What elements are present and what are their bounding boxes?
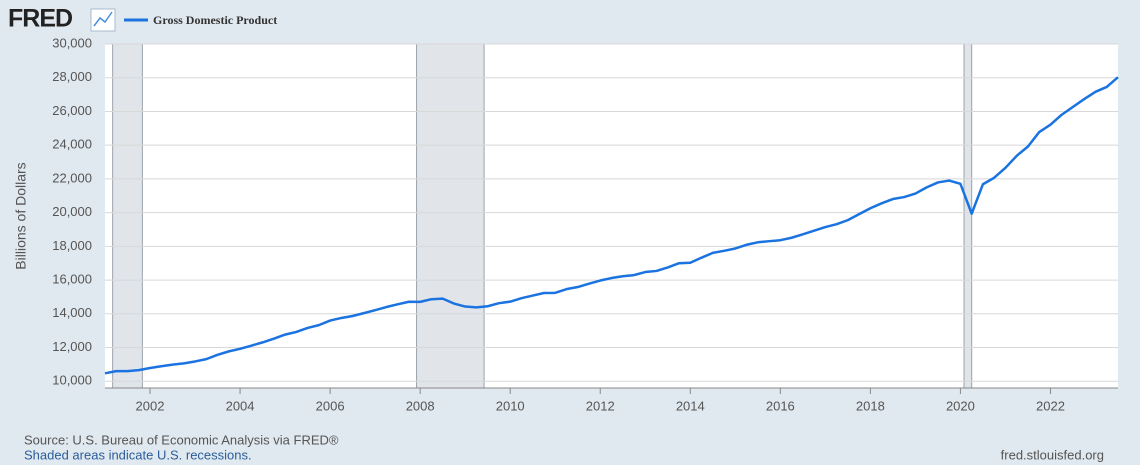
y-tick-label: 26,000 [52, 103, 92, 118]
y-tick-label: 20,000 [52, 204, 92, 219]
y-tick-label: 24,000 [52, 137, 92, 152]
recession-shade [416, 43, 485, 389]
source: Source: U.S. Bureau of Economic Analysis… [24, 432, 339, 447]
x-tick-label: 2014 [676, 398, 705, 413]
y-tick-label: 10,000 [52, 373, 92, 388]
x-tick-label: 2012 [586, 398, 615, 413]
site: fred.stlouisfed.org [1001, 447, 1104, 462]
x-tick-label: 2020 [946, 398, 975, 413]
x-tick-label: 2002 [136, 398, 165, 413]
y-tick-label: 30,000 [52, 35, 92, 50]
y-tick-label: 28,000 [52, 69, 92, 84]
legend-label: Gross Domestic Product [153, 13, 277, 27]
y-tick-label: 14,000 [52, 305, 92, 320]
y-tick-label: 22,000 [52, 170, 92, 185]
x-tick-label: 2010 [496, 398, 525, 413]
data-line [104, 76, 1119, 375]
logo-icon [90, 8, 116, 32]
x-tick-label: 2022 [1036, 398, 1065, 413]
recession-shade [963, 43, 973, 389]
plot-area [105, 44, 1118, 388]
y-tick-label: 18,000 [52, 238, 92, 253]
x-tick-label: 2006 [316, 398, 345, 413]
y-tick-label: 16,000 [52, 272, 92, 287]
x-tick-label: 2016 [766, 398, 795, 413]
x-tick-label: 2018 [856, 398, 885, 413]
x-tick-label: 2008 [406, 398, 435, 413]
y-axis-title: Billions of Dollars [13, 162, 29, 269]
note: Shaded areas indicate U.S. recessions. [24, 447, 252, 462]
x-tick-label: 2004 [226, 398, 255, 413]
logo: FRED [8, 5, 72, 33]
recession-shade [112, 43, 143, 389]
y-tick-label: 12,000 [52, 339, 92, 354]
